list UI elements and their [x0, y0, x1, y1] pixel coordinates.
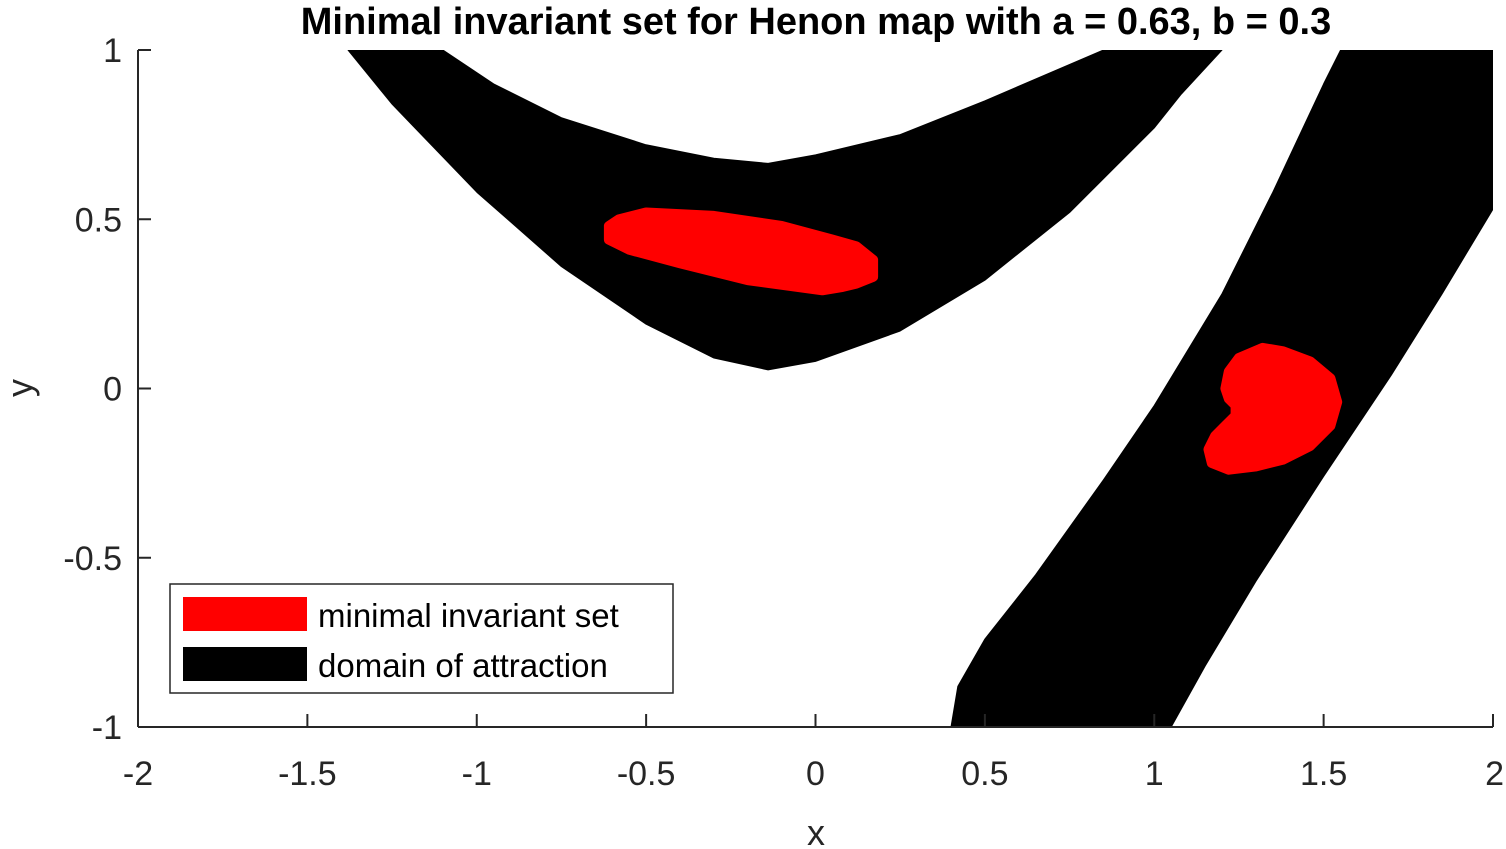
minimal-invariant-set-region-1	[1203, 342, 1343, 475]
legend-swatch-domain-of-attraction	[183, 647, 307, 681]
x-tick-label: -0.5	[617, 755, 676, 793]
x-tick-label: 0.5	[961, 755, 1008, 793]
y-tick-label: 0.5	[75, 201, 122, 239]
x-axis-label: x	[807, 812, 825, 849]
legend-swatch-minimal-invariant-set	[183, 597, 307, 631]
x-tick-label: -1.5	[278, 755, 337, 793]
x-tick-label: 1	[1145, 755, 1164, 793]
x-tick-label: 0	[806, 755, 825, 793]
y-tick-label: -0.5	[63, 540, 122, 578]
chart-title: Minimal invariant set for Henon map with…	[301, 1, 1332, 43]
x-tick-label: 1.5	[1300, 755, 1347, 793]
x-tick-label: -2	[123, 755, 153, 793]
legend-label-domain-of-attraction: domain of attraction	[318, 647, 608, 684]
domain-of-attraction-region-0	[347, 50, 1223, 371]
y-tick-label: 0	[103, 371, 122, 409]
legend-label-minimal-invariant-set: minimal invariant set	[318, 597, 619, 634]
axes: -2 -1.5 -1 -0.5 0 0.5 1 1.5 2 -1 -0.5 0 0.5 1	[63, 32, 1504, 793]
plot-regions	[347, 50, 1493, 727]
minimal-invariant-set-region-0	[603, 207, 879, 296]
x-tick-label: -1	[462, 755, 492, 793]
legend: minimal invariant set domain of attracti…	[169, 583, 674, 694]
y-tick-label: 1	[103, 32, 122, 70]
y-axis-label: y	[0, 379, 40, 397]
y-tick-label: -1	[92, 709, 122, 747]
x-tick-label: 2	[1485, 755, 1504, 793]
